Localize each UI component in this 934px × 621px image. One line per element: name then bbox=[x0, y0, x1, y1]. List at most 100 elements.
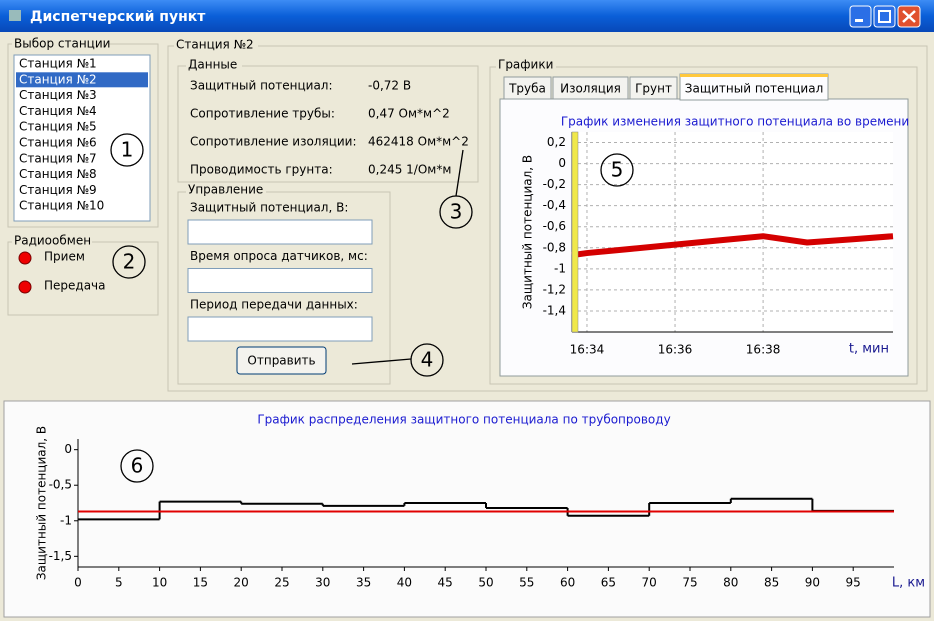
app-icon bbox=[9, 10, 21, 21]
list-item[interactable]: Станция №10 bbox=[19, 199, 104, 213]
button-label: Отправить bbox=[247, 354, 315, 368]
callout-leader bbox=[351, 358, 412, 365]
x-tick-label: 65 bbox=[601, 576, 616, 590]
x-tick-label: 16:34 bbox=[570, 343, 605, 357]
callout-label: 3 bbox=[450, 200, 463, 224]
list-item[interactable]: Станция №1 bbox=[19, 57, 97, 71]
tab-label: Грунт bbox=[635, 82, 672, 96]
y-tick-label: -1,2 bbox=[543, 282, 566, 296]
tab-top bbox=[680, 74, 828, 77]
time-cursor bbox=[571, 131, 579, 333]
data-value: -0,72 В bbox=[368, 79, 411, 93]
x-tick-label: 40 bbox=[397, 576, 412, 590]
x-axis-label: t, мин bbox=[849, 342, 889, 357]
callout-circle bbox=[112, 245, 146, 279]
y-tick-label: 0 bbox=[558, 156, 566, 170]
callout-circle bbox=[439, 195, 473, 229]
callout-label: 2 bbox=[123, 250, 136, 274]
y-tick-label: -0,4 bbox=[543, 198, 566, 212]
list-item[interactable]: Станция №4 bbox=[19, 104, 97, 118]
x-tick-label: 50 bbox=[478, 576, 493, 590]
list-item[interactable]: Станция №6 bbox=[19, 136, 97, 150]
plot-area bbox=[572, 132, 893, 332]
group-title: Радиообмен bbox=[14, 234, 91, 248]
group-label-bg bbox=[186, 185, 266, 197]
maximize-icon bbox=[878, 10, 891, 23]
chart-panel bbox=[3, 400, 931, 618]
data-line bbox=[571, 233, 894, 259]
x-tick-label: 25 bbox=[274, 576, 289, 590]
x-tick-label: 85 bbox=[764, 576, 779, 590]
tab-label: Труба bbox=[508, 82, 546, 96]
y-tick-label: -0,6 bbox=[543, 219, 566, 233]
field-label: Время опроса датчиков, мс: bbox=[190, 249, 368, 263]
y-tick-label: -0,2 bbox=[543, 177, 566, 191]
y-axis-label: Защитный потенциал, В bbox=[35, 426, 49, 580]
x-tick-label: 0 bbox=[74, 576, 82, 590]
y-tick-label: -1,4 bbox=[543, 303, 566, 317]
tab[interactable] bbox=[503, 76, 552, 100]
x-tick-label: 16:38 bbox=[746, 343, 781, 357]
callout-label: 5 bbox=[611, 158, 624, 182]
minimize-button[interactable] bbox=[849, 5, 872, 28]
y-tick-label: -0,5 bbox=[49, 478, 72, 492]
group-title: Управление bbox=[188, 183, 263, 197]
text-input[interactable] bbox=[187, 219, 373, 245]
send-button[interactable] bbox=[236, 346, 327, 375]
x-tick-label: 30 bbox=[315, 576, 330, 590]
y-tick-label: -1,5 bbox=[49, 549, 72, 563]
x-tick-label: 35 bbox=[356, 576, 371, 590]
y-axis-label: Защитный потенциал, В bbox=[521, 155, 535, 309]
x-tick-label: 70 bbox=[642, 576, 657, 590]
group-box bbox=[489, 66, 918, 385]
list-item[interactable]: Станция №3 bbox=[19, 88, 97, 102]
y-tick-label: 0 bbox=[64, 442, 72, 456]
tab[interactable] bbox=[629, 76, 678, 100]
text-input[interactable] bbox=[187, 316, 373, 342]
led bbox=[18, 251, 32, 265]
tab[interactable] bbox=[679, 73, 829, 101]
x-tick-label: 60 bbox=[560, 576, 575, 590]
x-tick-label: 75 bbox=[682, 576, 697, 590]
list-item[interactable]: Станция №9 bbox=[19, 183, 97, 197]
y-tick-label: -1 bbox=[60, 513, 72, 527]
data-value: 462418 Ом*м^2 bbox=[368, 135, 469, 149]
group-box bbox=[177, 65, 479, 183]
x-tick-label: 95 bbox=[846, 576, 861, 590]
x-tick-label: 45 bbox=[438, 576, 453, 590]
data-label: Защитный потенциал: bbox=[190, 79, 333, 93]
indicator-label: Прием bbox=[44, 250, 85, 264]
list-item[interactable]: Станция №5 bbox=[19, 120, 97, 134]
group-title: Данные bbox=[188, 58, 237, 72]
tab[interactable] bbox=[552, 76, 629, 100]
list-item[interactable]: Станция №2 bbox=[19, 72, 97, 86]
callout-label: 1 bbox=[121, 138, 134, 162]
group-label-bg bbox=[496, 59, 556, 71]
group-title: Станция №2 bbox=[176, 38, 254, 52]
x-axis-label: L, км bbox=[892, 576, 925, 591]
led bbox=[18, 280, 32, 294]
group-box bbox=[167, 45, 928, 392]
x-tick-label: 5 bbox=[115, 576, 123, 590]
selected-highlight bbox=[16, 72, 148, 88]
x-tick-label: 16:36 bbox=[658, 343, 693, 357]
x-tick-label: 55 bbox=[519, 576, 534, 590]
group-title: Графики bbox=[498, 58, 553, 72]
list-item[interactable]: Станция №7 bbox=[19, 151, 97, 165]
tab-label: Изоляция bbox=[560, 82, 621, 96]
callout-leader bbox=[455, 149, 464, 197]
field-label: Период передачи данных: bbox=[190, 298, 358, 312]
close-icon bbox=[902, 10, 916, 23]
maximize-button[interactable] bbox=[873, 5, 896, 28]
list-item[interactable]: Станция №8 bbox=[19, 167, 97, 181]
y-tick-label: -1 bbox=[554, 261, 566, 275]
tab-label: Защитный потенциал bbox=[685, 82, 823, 96]
text-input[interactable] bbox=[187, 268, 373, 293]
callout-circle bbox=[110, 133, 144, 167]
x-tick-label: 10 bbox=[152, 576, 167, 590]
group-label-bg bbox=[186, 59, 242, 71]
data-value: 0,47 Ом*м^2 bbox=[368, 107, 450, 121]
x-tick-label: 90 bbox=[805, 576, 820, 590]
title-bar bbox=[0, 0, 934, 32]
